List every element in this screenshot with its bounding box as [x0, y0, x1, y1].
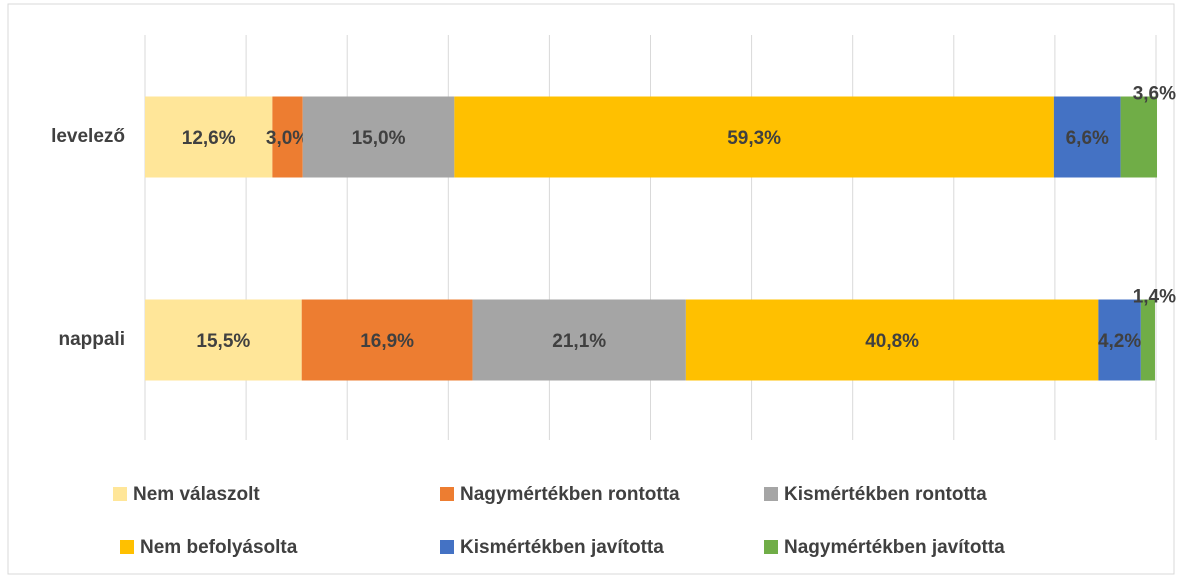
category-label: levelező [51, 126, 125, 147]
bar-segment [1120, 96, 1158, 178]
legend-swatch [764, 487, 778, 501]
bar-segment [454, 96, 1054, 178]
data-label: 6,6% [1066, 128, 1109, 149]
bar-segment [302, 96, 455, 178]
data-label: 16,9% [360, 331, 414, 352]
data-label: 3,0% [266, 128, 309, 149]
legend-swatch [440, 540, 454, 554]
bar-segment [1098, 299, 1141, 381]
legend-label: Nem válaszolt [133, 484, 260, 505]
chart-border [7, 3, 1175, 575]
legend-swatch [113, 487, 127, 501]
legend-swatch [440, 487, 454, 501]
bar-segment [1053, 96, 1121, 178]
bar-segment [685, 299, 1099, 381]
data-label: 59,3% [727, 128, 781, 149]
data-label: 15,0% [352, 128, 406, 149]
category-label: nappali [58, 329, 125, 350]
data-label: 15,5% [196, 331, 250, 352]
bar-segment [472, 299, 686, 381]
data-label: 12,6% [182, 128, 236, 149]
bar-segment [301, 299, 473, 381]
bar-segment [145, 299, 302, 381]
legend-swatch [120, 540, 134, 554]
legend-swatch [764, 540, 778, 554]
data-label: 3,6% [1133, 84, 1176, 105]
legend-label: Kismértékben javította [460, 537, 664, 558]
bar-segment [145, 96, 273, 178]
legend-label: Kismértékben rontotta [784, 484, 987, 505]
data-label: 21,1% [552, 331, 606, 352]
bar-segment [272, 96, 303, 178]
legend-label: Nagymértékben rontotta [460, 484, 680, 505]
data-label: 4,2% [1098, 331, 1141, 352]
data-label: 1,4% [1133, 287, 1176, 308]
legend-label: Nagymértékben javította [784, 537, 1005, 558]
bar-segment [1140, 299, 1155, 381]
data-label: 40,8% [865, 331, 919, 352]
legend-label: Nem befolyásolta [140, 537, 298, 558]
